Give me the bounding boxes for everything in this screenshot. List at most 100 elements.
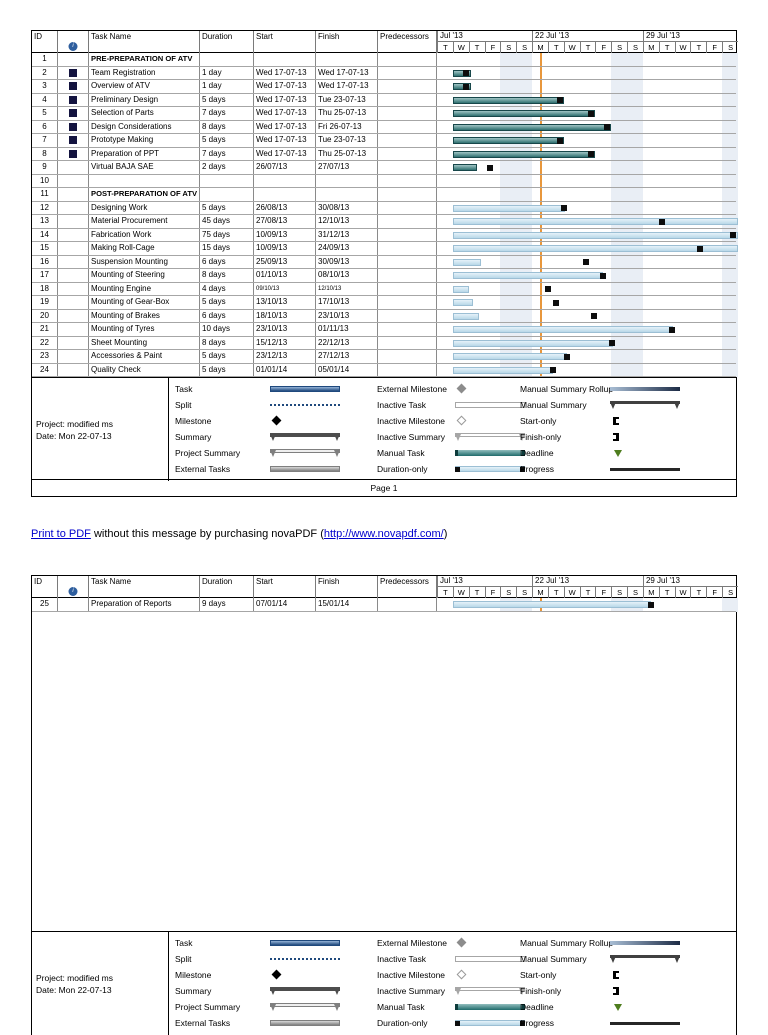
novapdf-url-link[interactable]: http://www.novapdf.com/ (323, 528, 444, 540)
progress-mark (609, 340, 615, 346)
progress-mark (561, 205, 567, 211)
task-cell-dur: 8 days (200, 336, 254, 349)
task-cell-fin: Wed 17-07-13 (316, 66, 378, 79)
task-cell-fin: 27/07/13 (316, 161, 378, 174)
task-cell-name: Design Considerations (89, 120, 200, 133)
task-cell-pred (378, 363, 437, 376)
task-cell-start: Wed 17-07-13 (254, 147, 316, 160)
task-cell-dur: 75 days (200, 228, 254, 241)
project-date-label: Date: Mon 22-07-13 (36, 430, 112, 441)
task-cell-start: 15/12/13 (254, 336, 316, 349)
task-cell-start: 13/10/13 (254, 296, 316, 309)
task-row: 16 Suspension Mounting 6 days 25/09/13 30/09… (32, 255, 736, 269)
timeline-day-cell: T (437, 587, 453, 598)
manual-summary-rollup-sample-shape (610, 387, 680, 391)
legend-sample-milestone (270, 969, 348, 981)
task-bar (453, 110, 595, 117)
info-indicator-icon: i (68, 587, 78, 596)
task-cell-pred (378, 53, 437, 66)
milestone-sample-shape (271, 415, 282, 426)
progress-mark (604, 124, 610, 130)
task-cell-id: 14 (32, 228, 58, 241)
duration-only-sample-shape (455, 466, 525, 472)
task-bar (453, 285, 469, 293)
timeline-day-cell: W (563, 587, 580, 598)
task-cell-dur: 8 days (200, 120, 254, 133)
timeline-tier-label: 22 Jul '13 (532, 31, 643, 42)
task-row: 2 Team Registration 1 day Wed 17-07-13 Wed 1… (32, 66, 736, 80)
weekend-shading (611, 53, 643, 377)
legend-label-manual-task: Manual Task (377, 448, 425, 458)
task-cell-id: 16 (32, 255, 58, 268)
task-cell-id: 5 (32, 107, 58, 120)
timeline-tier-label: 22 Jul '13 (532, 576, 643, 587)
task-cell-start: 01/10/13 (254, 269, 316, 282)
task-cell-pred (378, 188, 437, 201)
legend-label-duration-only: Duration-only (377, 464, 428, 474)
legend-label-manual-summary-rollup: Manual Summary Rollup (520, 938, 614, 948)
task-cell-dur: 15 days (200, 242, 254, 255)
project-date-label: Date: Mon 22-07-13 (36, 984, 112, 995)
legend-label-deadline: Deadline (520, 448, 554, 458)
inactive-milestone-sample-shape (456, 969, 467, 980)
print-to-pdf-link[interactable]: Print to PDF (31, 528, 91, 540)
task-cell-fin: 12/10/13 (316, 215, 378, 228)
page-2: ID i Task Name Duration Start Finish Predecess… (31, 575, 738, 1035)
task-bar (453, 96, 564, 104)
timeline-day-cell: S (500, 587, 516, 598)
task-cell-name: Making Roll-Cage (89, 242, 200, 255)
task-cell-name: Team Registration (89, 66, 200, 79)
split-sample-shape (270, 958, 340, 960)
start-only-sample-shape (613, 417, 619, 425)
timeline-day-cell: T (690, 42, 706, 53)
task-cell-name: Mounting Engine (89, 282, 200, 295)
legend-label-start-only: Start-only (520, 416, 557, 426)
note-indicator-icon (69, 136, 77, 144)
note-indicator-icon (69, 82, 77, 90)
legend-label-finish-only: Finish-only (520, 986, 562, 996)
task-cell-dur: 8 days (200, 269, 254, 282)
task-cell-start: 09/10/13 (254, 282, 316, 295)
project-name-label: Project: modified ms (36, 418, 113, 429)
external-milestone-sample-shape (456, 937, 467, 948)
legend-label-milestone: Milestone (175, 970, 212, 980)
task-cell-id: 15 (32, 242, 58, 255)
legend-sample-manual-summary-rollup (610, 384, 688, 395)
task-cell-dur: 5 days (200, 201, 254, 214)
gantt-row (437, 598, 738, 611)
task-bar (453, 83, 471, 90)
task-cell-start: 01/01/14 (254, 363, 316, 376)
legend-label-task: Task (175, 384, 193, 394)
task-bar (453, 164, 477, 171)
split-sample-shape (270, 404, 340, 406)
progress-mark (557, 97, 563, 103)
task-cell-start: 26/07/13 (254, 161, 316, 174)
task-row: 22 Sheet Mounting 8 days 15/12/13 22/12/13 (32, 336, 736, 350)
task-cell-ind (58, 147, 89, 160)
progress-mark (648, 601, 654, 608)
task-bar (453, 218, 738, 225)
task-cell-name: Preliminary Design (89, 93, 200, 106)
weekend-shading (722, 53, 738, 377)
task-cell-pred (378, 66, 437, 79)
duration-only-sample-shape (455, 466, 460, 472)
task-row: 15 Making Roll-Cage 15 days 10/09/13 24/09/1… (32, 242, 738, 256)
progress-mark (669, 326, 675, 333)
watermark-text: without this message by purchasing novaP… (90, 528, 324, 540)
task-cell-start: 18/10/13 (254, 309, 316, 322)
legend-label-manual-task: Manual Task (377, 1002, 425, 1012)
task-row: 19 Mounting of Gear-Box 5 days 13/10/13 17/1… (32, 296, 736, 310)
task-cell-dur: 5 days (200, 296, 254, 309)
task-cell-id: 25 (32, 598, 58, 611)
task-cell-fin: 17/10/13 (316, 296, 378, 309)
task-cell-ind (58, 53, 89, 66)
summary-bar-shape (270, 449, 340, 458)
gantt-row (437, 283, 738, 296)
timeline-day-cell: T (579, 42, 596, 53)
task-bar (453, 601, 651, 608)
task-cell-ind (58, 323, 89, 336)
manual-task-sample-shape (455, 1004, 525, 1010)
gantt-row (437, 134, 738, 147)
task-cell-pred (378, 350, 437, 363)
legend: Project: modified ms Date: Mon 22-07-13 Ta… (32, 931, 736, 1035)
